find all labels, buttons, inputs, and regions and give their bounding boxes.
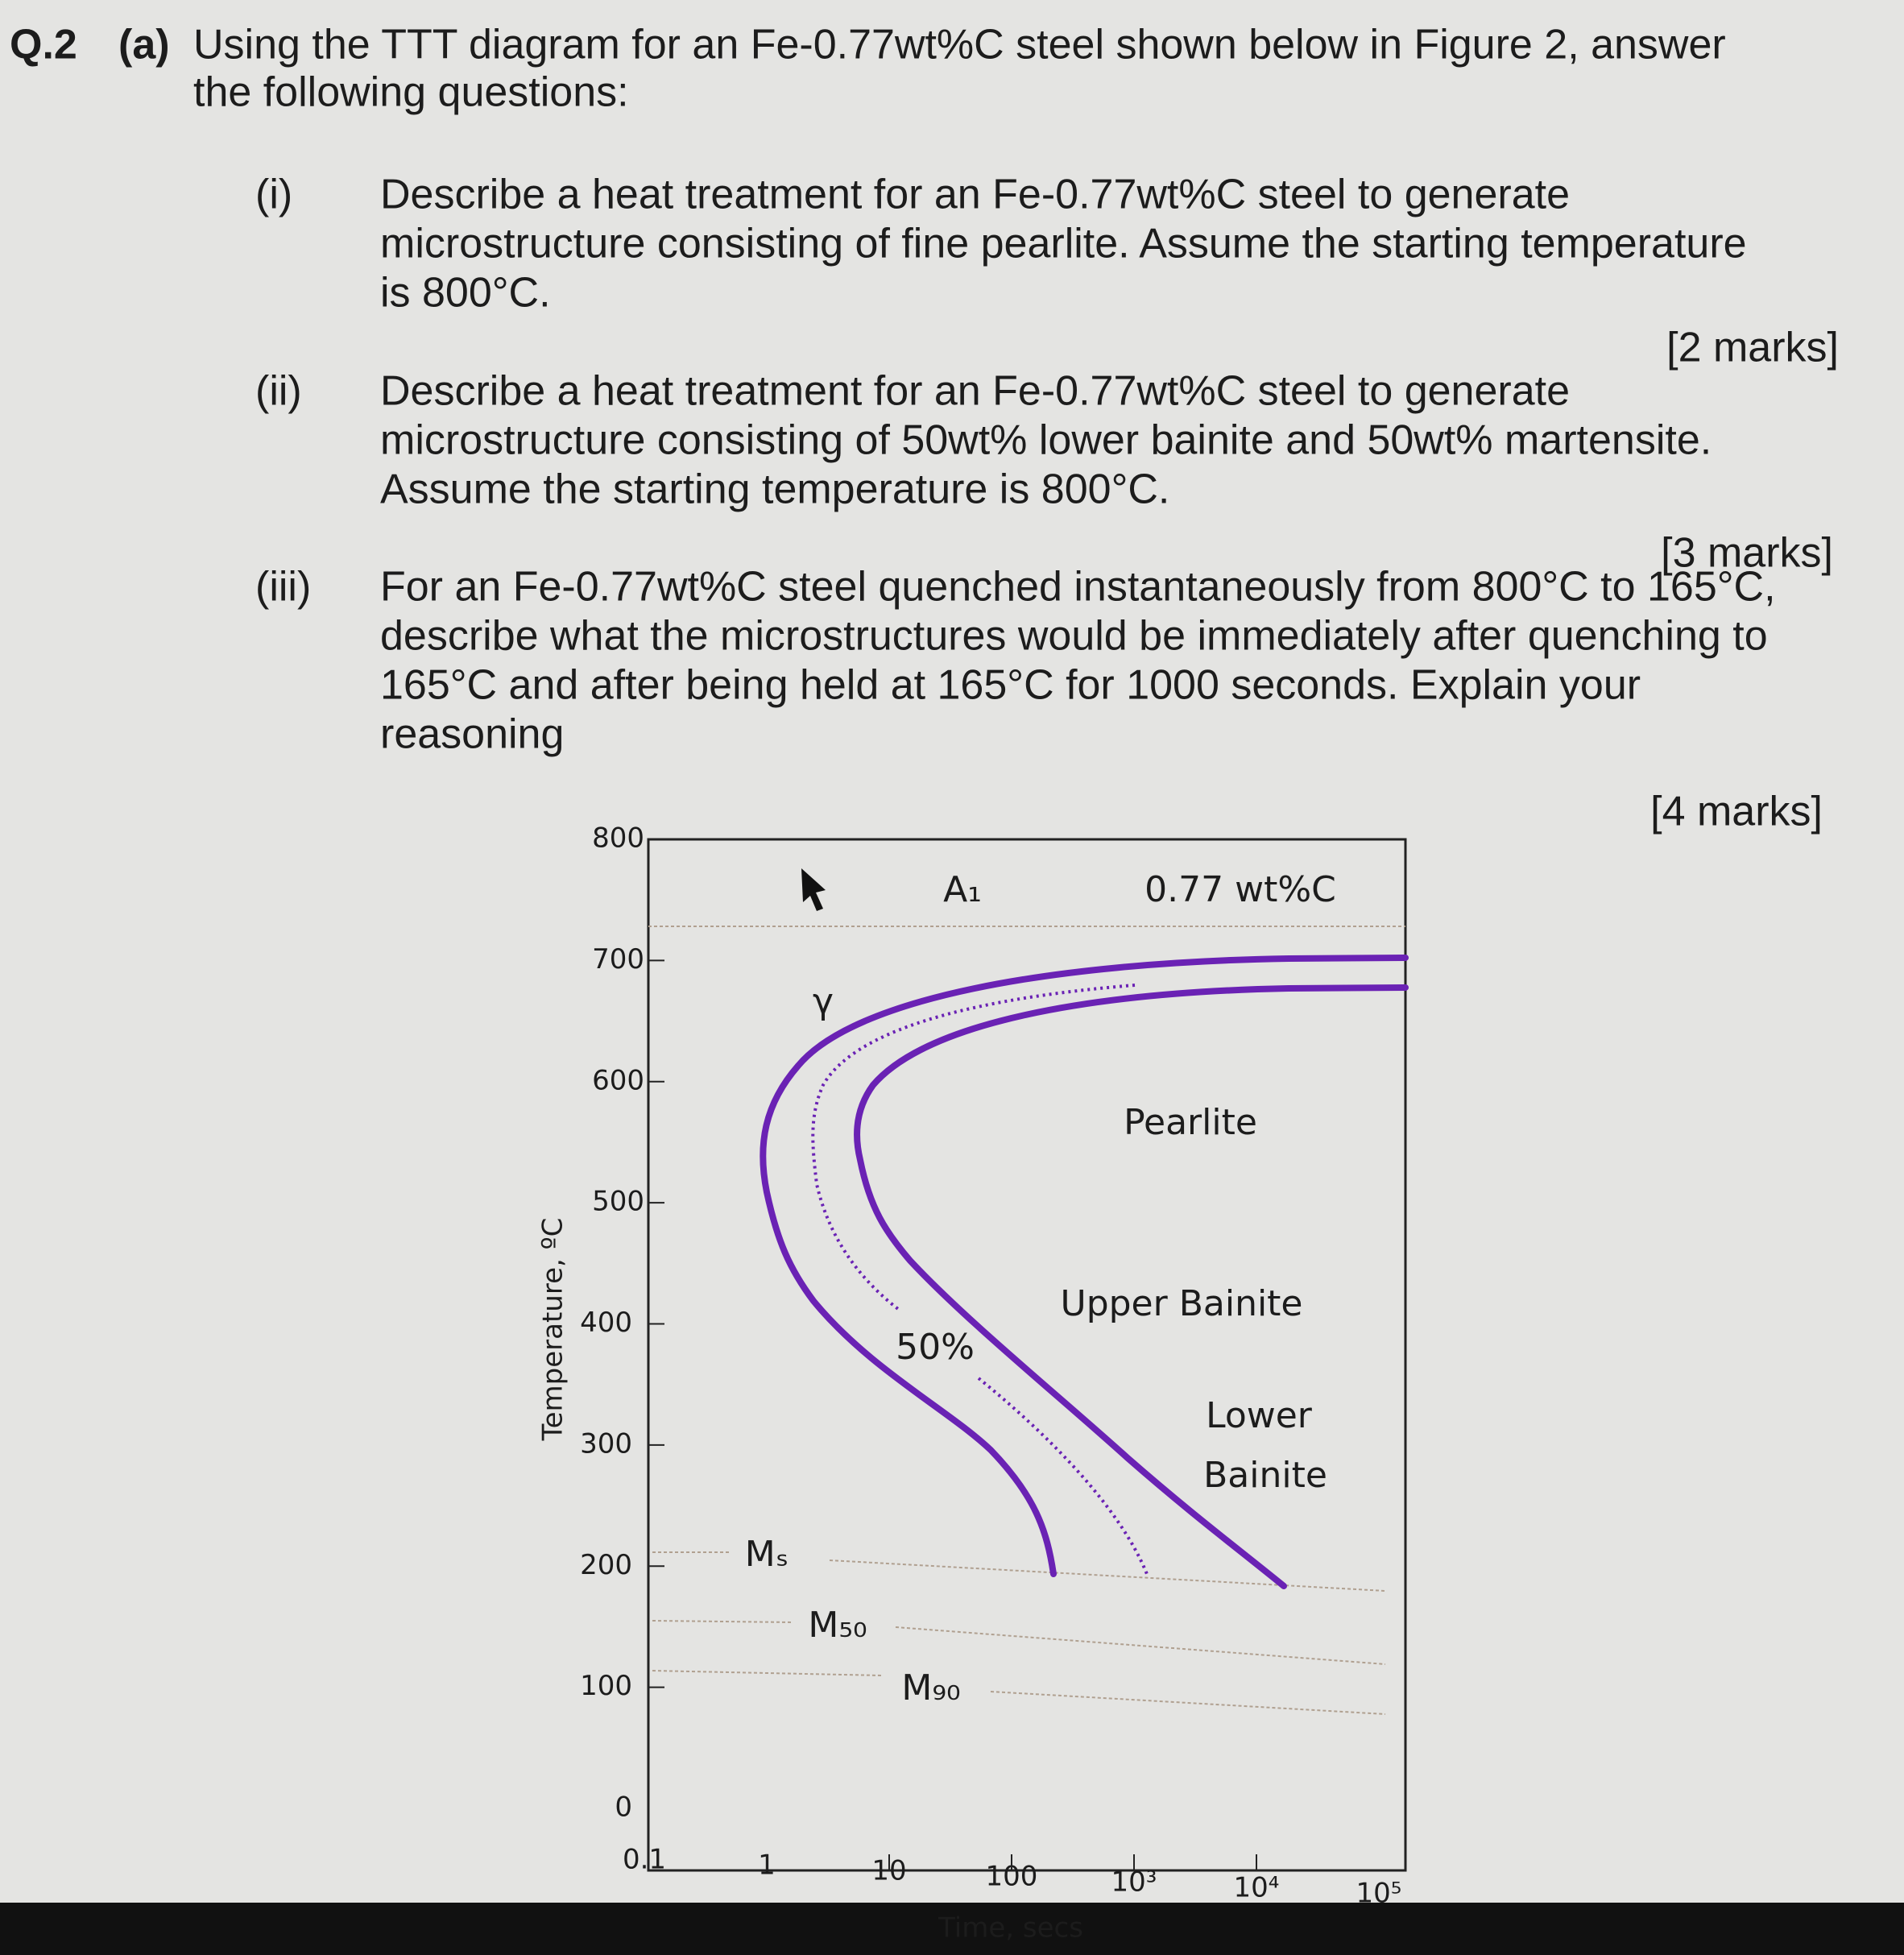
y-tick-label: 500 — [592, 1186, 644, 1218]
item-line: Assume the starting temperature is 800°C… — [380, 466, 1169, 513]
figure-label: M₉₀ — [901, 1667, 960, 1709]
x-tick-label: 10⁴ — [1234, 1872, 1280, 1904]
y-tick-label: 100 — [580, 1670, 632, 1702]
item-line: microstructure consisting of 50wt% lower… — [380, 417, 1712, 464]
intro-line: the following questions: — [193, 69, 629, 116]
y-tick-label: 400 — [580, 1307, 632, 1339]
finish-curve — [854, 984, 1409, 1589]
figure-label: 50% — [896, 1327, 975, 1368]
item-line: is 800°C. — [380, 270, 551, 317]
y-tick-label: 300 — [580, 1427, 632, 1460]
item-label: (i) — [255, 172, 292, 218]
figure-label: Mₛ — [745, 1534, 789, 1575]
m50-line — [895, 1626, 1386, 1665]
items: (i) Describe a heat treatment for an Fe-0… — [255, 172, 1839, 835]
fifty-percent-curve — [977, 1377, 1149, 1575]
figure-label: M₅₀ — [808, 1605, 867, 1646]
ms-line — [829, 1559, 1386, 1592]
marks: [3 marks] — [1661, 530, 1833, 577]
question-number: Q.2 — [10, 22, 77, 68]
m90-line — [990, 1691, 1386, 1715]
item-line: For an Fe-0.77wt%C steel quenched instan… — [380, 564, 1776, 611]
mouse-cursor — [801, 868, 826, 911]
x-tick-label: 0.1 — [623, 1844, 666, 1876]
y-axis-title: Temperature, ºC — [537, 1218, 569, 1442]
m50-line — [652, 1620, 794, 1623]
figure-label: γ — [813, 981, 834, 1022]
item-line: describe what the microstructures would … — [380, 613, 1768, 660]
figure-label: Upper Bainite — [1060, 1283, 1302, 1324]
start-curve — [760, 955, 1409, 1577]
y-tick-label: 700 — [592, 943, 644, 975]
item-label: (ii) — [255, 368, 302, 415]
x-axis-title: Time, secs — [938, 1912, 1083, 1945]
marks: [4 marks] — [1650, 789, 1823, 835]
x-tick-label: 10³ — [1111, 1866, 1157, 1899]
y-tick-label: 800 — [592, 822, 644, 855]
item-line: microstructure consisting of fine pearli… — [380, 221, 1747, 267]
screen-bezel — [0, 1903, 1904, 1955]
figure-label: Pearlite — [1124, 1102, 1257, 1143]
figure-label: A₁ — [943, 869, 982, 910]
y-tick-label: 0 — [615, 1791, 632, 1824]
x-tick-label: 10⁵ — [1356, 1878, 1402, 1910]
question-part: (a) — [118, 22, 170, 68]
fifty-percent-curve — [811, 984, 1136, 1311]
m90-line — [652, 1670, 883, 1676]
figure-label: 0.77 wt%C — [1144, 869, 1336, 910]
marks: [2 marks] — [1666, 325, 1839, 371]
figure-label: Lower — [1206, 1395, 1313, 1436]
y-tick-label: 200 — [580, 1549, 632, 1581]
item-label: (iii) — [255, 564, 311, 611]
plot-frame — [647, 838, 1407, 1872]
y-tick-label: 600 — [592, 1064, 644, 1096]
item-line: 165°C and after being held at 165°C for … — [380, 662, 1641, 709]
item-line: Describe a heat treatment for an Fe-0.77… — [380, 368, 1570, 415]
figure-label: Bainite — [1203, 1455, 1327, 1496]
item-line: Describe a heat treatment for an Fe-0.77… — [380, 172, 1570, 218]
item-line: reasoning — [380, 711, 564, 758]
intro-line: Using the TTT diagram for an Fe-0.77wt%C… — [193, 22, 1726, 68]
